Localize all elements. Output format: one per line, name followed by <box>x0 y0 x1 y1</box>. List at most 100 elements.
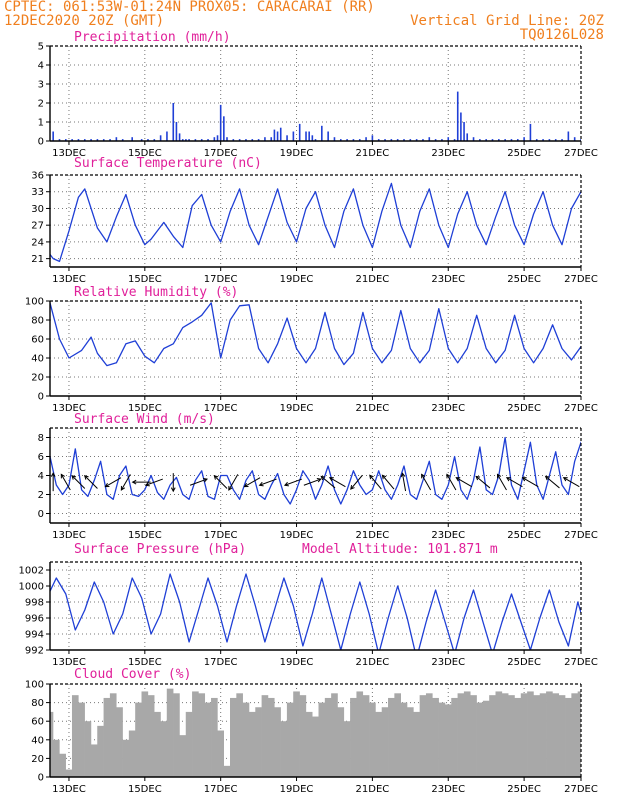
panel-subtitle: Model Altitude: 101.871 m <box>302 542 498 557</box>
plot-area <box>50 182 581 263</box>
x-tick-label: 23DEC <box>431 274 465 285</box>
bar <box>147 695 155 777</box>
x-tick-label: 25DEC <box>507 657 541 668</box>
bar <box>571 693 578 777</box>
y-tick-label: 4 <box>38 61 44 72</box>
bar <box>219 104 222 141</box>
wind-arrow-head <box>544 475 550 481</box>
wind-arrow <box>421 474 432 491</box>
bar <box>223 765 231 777</box>
wind-arrow <box>401 473 407 492</box>
x-tick-label: 23DEC <box>431 148 465 159</box>
plot-area <box>50 436 581 505</box>
bar <box>390 139 393 141</box>
bar <box>314 139 317 141</box>
header-grid-line: Vertical Grid Line: 20Z <box>410 13 604 29</box>
bar <box>53 739 60 777</box>
x-tick-label: 23DEC <box>431 530 465 541</box>
bar <box>261 695 269 777</box>
x-tick-label: 21DEC <box>356 657 390 668</box>
bar <box>211 697 218 777</box>
bar <box>173 693 180 777</box>
bar <box>299 695 307 777</box>
x-tick-label: 17DEC <box>204 657 238 668</box>
wind-arrow-head <box>60 473 65 479</box>
bar <box>479 139 481 141</box>
y-tick-label: 60 <box>31 335 44 346</box>
y-tick-label: 20 <box>31 754 44 765</box>
x-tick-label: 15DEC <box>128 274 162 285</box>
bar <box>279 127 282 141</box>
x-tick-label: 23DEC <box>431 403 465 414</box>
bar <box>396 139 399 141</box>
bar <box>451 697 458 777</box>
panel-title: Relative Humidity (%) <box>74 285 238 300</box>
bar <box>546 691 553 777</box>
wind-arrow <box>244 477 261 488</box>
bar <box>422 139 424 141</box>
bar <box>580 139 581 141</box>
x-tick-label: 15DEC <box>128 403 162 414</box>
y-tick-label: 0 <box>38 509 44 520</box>
x-tick-label: 13DEC <box>52 657 86 668</box>
bar <box>501 693 509 777</box>
bar <box>71 139 73 141</box>
wind-arrow-head <box>400 472 406 478</box>
bar <box>166 688 174 777</box>
x-tick-label: 19DEC <box>280 784 314 795</box>
bar <box>548 139 551 141</box>
y-tick-label: 4 <box>38 471 44 482</box>
bar <box>58 139 61 141</box>
panel-2: Surface Temperature (nC) 21 24 27 30 33 36 13DE… <box>31 156 598 285</box>
bar <box>441 139 443 141</box>
wind-arrow-head <box>50 472 56 477</box>
header-model: TQ0126L028 <box>519 27 604 43</box>
bar <box>179 735 187 777</box>
bar <box>141 691 149 777</box>
wind-arrow-head <box>455 477 461 482</box>
bar <box>166 131 168 141</box>
bar <box>298 123 301 141</box>
bar <box>140 139 143 141</box>
x-tick-label: 19DEC <box>280 530 314 541</box>
y-tick-label: 20 <box>31 373 44 384</box>
bar <box>331 693 338 777</box>
bar <box>343 721 351 777</box>
bar <box>400 702 408 777</box>
bar <box>491 139 494 141</box>
bar <box>96 139 99 141</box>
bar <box>207 139 209 141</box>
bar <box>425 693 433 777</box>
x-tick-label: 23DEC <box>431 657 465 668</box>
bar <box>350 697 357 777</box>
bar <box>102 139 105 141</box>
wind-arrow-head <box>131 479 137 485</box>
bar <box>308 131 310 141</box>
x-tick-label: 17DEC <box>204 403 238 414</box>
panel-title: Surface Temperature (nC) <box>74 156 262 171</box>
bar <box>438 702 446 777</box>
y-tick-label: 100 <box>25 680 44 691</box>
bar <box>394 693 401 777</box>
wind-arrow-head <box>320 475 326 481</box>
x-tick-label: 25DEC <box>507 530 541 541</box>
x-tick-label: 15DEC <box>128 784 162 795</box>
y-tick-label: 30 <box>31 204 44 215</box>
panel-title: Cloud Cover (%) <box>74 667 191 682</box>
bar <box>533 695 541 777</box>
bar <box>204 702 212 777</box>
bar <box>369 702 376 777</box>
series-line <box>50 302 581 367</box>
bar <box>371 135 374 141</box>
bar <box>78 702 85 777</box>
wind-arrow <box>284 478 303 486</box>
bar <box>178 133 181 141</box>
bar <box>346 139 348 141</box>
wind-arrow-head <box>350 485 355 490</box>
bar <box>577 691 581 777</box>
bar <box>198 693 206 777</box>
bar <box>251 139 254 141</box>
x-tick-label: 27DEC <box>564 274 598 285</box>
bar <box>181 139 184 141</box>
